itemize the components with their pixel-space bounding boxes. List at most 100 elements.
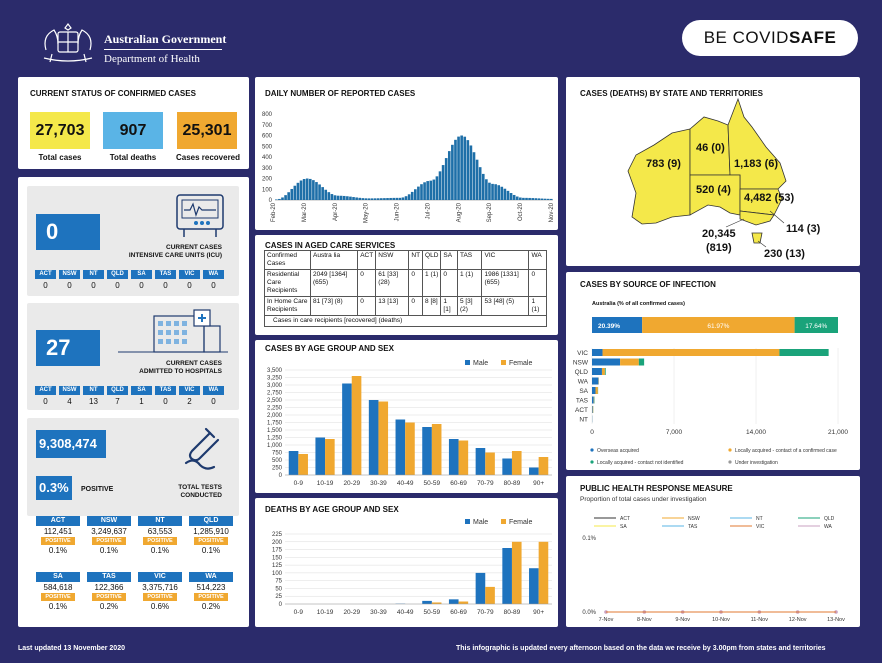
icu-value: 0 [36,214,100,250]
daily-bar [497,185,501,200]
legend-label: ACT [620,516,630,522]
daily-bar [460,135,463,200]
state-value: 0 [43,281,48,290]
bar-male [475,572,486,604]
positive-tag: POSITIVE [143,537,177,545]
source-bar [638,358,645,366]
icu-state-headers: ACT NSW NT QLD SA TAS VIC WA [35,270,224,279]
state-tests: 112,451 [43,527,73,536]
daily-bar [420,184,423,200]
tests-state-nt: NT 63,553 POSITIVE 0.1% [138,516,182,556]
legend-label: Female [509,519,532,526]
state-header: NSW [87,516,131,526]
x-tick-label: 70-79 [477,609,494,616]
state-header: WA [189,572,233,582]
deaths-by-age-chart: DEATHS BY AGE GROUP AND SEX Male Female 0 25… [265,505,552,616]
y-tick-label: NT [579,417,588,424]
daily-bar [296,182,300,200]
public-health-panel: PUBLIC HEALTH RESPONSE MEASURE Proportio… [566,476,860,627]
daily-bar [333,195,337,200]
table-header-row: Confirmed Cases Austra lia ACT NSW NT QL… [264,250,547,270]
state-header: NT [83,386,104,395]
state-positive-pct: 0.2% [99,602,119,611]
x-tick-label: 80-89 [504,609,521,616]
bar-female [511,451,522,475]
map-sa [689,174,741,216]
state-header: QLD [107,386,128,395]
positive-tag: POSITIVE [41,537,75,545]
daily-bar [546,198,550,200]
y-tick-label: 0 [279,473,283,479]
y-tick-label: 3,250 [267,376,283,382]
x-tick-label: 12-Nov [789,617,807,623]
daily-bar [549,198,553,200]
daily-bar [503,188,507,200]
table-cell: 1 (1) [528,296,547,316]
state-tests: 122,366 [94,583,124,592]
positive-tag: POSITIVE [92,593,126,601]
state-positive-pct: 0.1% [99,546,119,555]
covidsafe-text-a: BE COVID [703,28,789,47]
daily-bar [302,179,306,200]
daily-bar [481,173,485,200]
state-tests: 3,375,716 [142,583,178,592]
bar-male [315,437,326,475]
bar-male [288,451,299,475]
daily-bar [525,197,528,200]
tests-state-qld: QLD 1,285,910 POSITIVE 0.1% [189,516,233,556]
positive-pct-value: 0.3% [36,476,72,500]
daily-bar [509,193,513,200]
y-tick-label: 2,000 [267,413,283,419]
state-positive-pct: 0.1% [150,546,170,555]
y-tick-label: 1,750 [267,421,283,427]
positive-tag: POSITIVE [92,537,126,545]
y-tick-label: 100 [272,571,283,577]
daily-bar [432,179,436,200]
daily-bar [410,191,414,200]
daily-bar [515,196,519,200]
source-bar [592,406,594,413]
source-bar [620,358,639,366]
daily-bar [407,194,411,200]
state-tests: 3,249,637 [91,527,127,536]
y-tick-label: 1,000 [267,443,283,449]
table-cell: Residential Care Recipients [264,269,311,297]
daily-bar [429,180,433,200]
x-tick-label: 10-19 [317,480,334,487]
daily-bar [324,189,328,200]
bar-male [422,600,432,604]
daily-bar [339,195,343,200]
summary-segment [794,317,838,333]
state-value: 0 [115,281,120,290]
x-tick-label: 0-9 [294,609,304,616]
daily-bar [275,199,278,200]
table-cell: 1 (1) [422,269,442,297]
tests-state-vic: VIC 3,375,716 POSITIVE 0.6% [138,572,182,612]
x-tick-label: 9-Nov [675,617,690,623]
state-positive-pct: 0.1% [48,602,68,611]
map-label-vic1: 20,345 [702,228,736,240]
y-tick-label: 0.0% [582,610,596,616]
x-tick-label: Aug-20 [456,202,462,222]
table-header-cell: ACT [357,250,377,270]
daily-bar [531,198,535,200]
y-tick-label: 150 [272,555,283,561]
y-tick-label: 500 [262,144,273,150]
summary-pct: 61.97% [707,323,729,330]
table-header-cell: SA [440,250,458,270]
daily-bar [395,197,399,200]
daily-bar [543,198,547,200]
table-cell: 1 [1] [440,296,458,316]
daily-bar [342,195,346,200]
state-header: NT [83,270,104,279]
positive-tag: POSITIVE [143,593,177,601]
state-value: 2 [187,397,192,406]
daily-bar [380,198,383,200]
x-tick-label: 50-59 [424,609,441,616]
legend-swatch [465,360,470,365]
bar-female [325,439,335,475]
legend-label: Overseas acquired [597,448,639,454]
table-row: Residential Care Recipients 2049 [1364] … [264,269,547,297]
y-tick-label: 125 [272,563,283,569]
gov-name: Australian Government [104,32,227,46]
